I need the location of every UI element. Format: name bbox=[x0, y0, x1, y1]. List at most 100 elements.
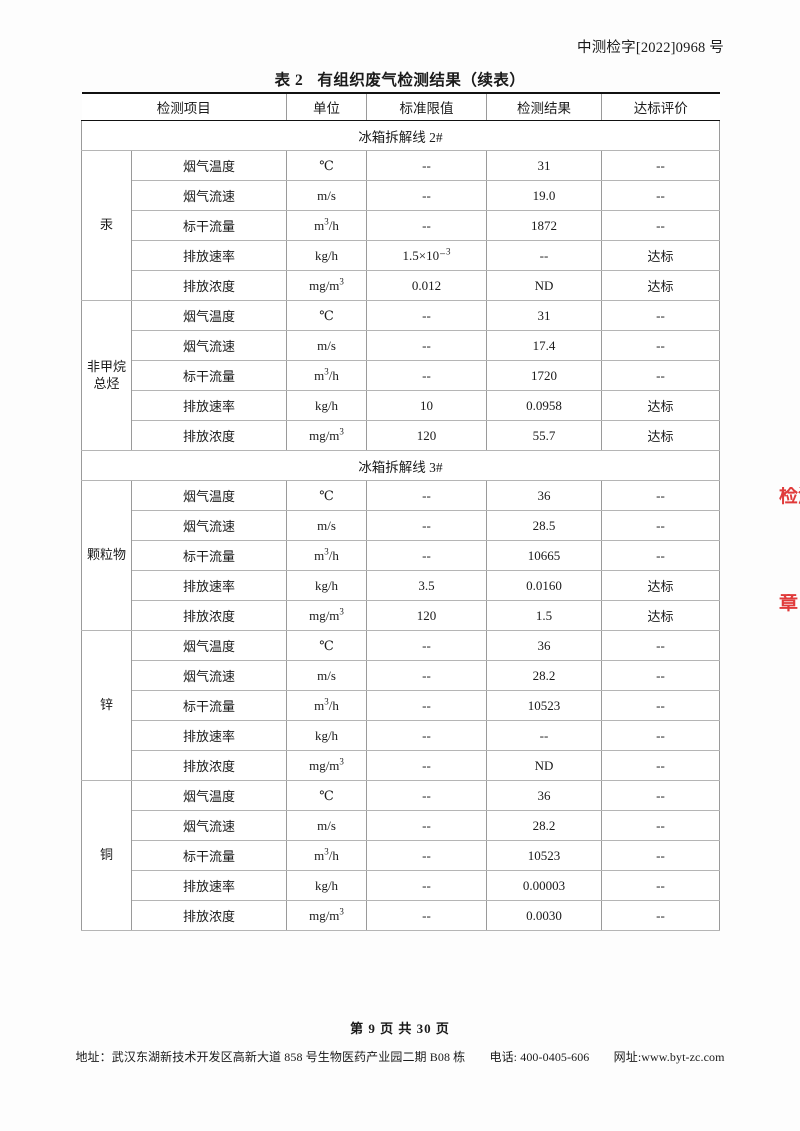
row-result: 0.00003 bbox=[486, 870, 602, 901]
row-unit: ℃ bbox=[286, 150, 367, 181]
table-row: 排放速率 kg/h 1.5×10⁻3 -- 达标 bbox=[82, 240, 720, 271]
row-result: 0.0030 bbox=[486, 900, 602, 931]
row-item: 标干流量 bbox=[131, 840, 287, 871]
row-item: 烟气温度 bbox=[131, 630, 287, 661]
row-item: 标干流量 bbox=[131, 690, 287, 721]
row-limit: 3.5 bbox=[366, 570, 487, 601]
row-eval: 达标 bbox=[601, 390, 720, 421]
row-result: 10523 bbox=[486, 690, 602, 721]
row-eval: -- bbox=[601, 210, 720, 241]
row-result: 17.4 bbox=[486, 330, 602, 361]
row-item: 烟气流速 bbox=[131, 660, 287, 691]
row-limit: -- bbox=[366, 480, 487, 511]
row-eval: -- bbox=[601, 540, 720, 571]
row-item: 标干流量 bbox=[131, 360, 287, 391]
row-unit: kg/h bbox=[286, 870, 367, 901]
row-result: -- bbox=[486, 720, 602, 751]
row-limit: -- bbox=[366, 870, 487, 901]
row-eval: 达标 bbox=[601, 420, 720, 451]
row-limit: -- bbox=[366, 330, 487, 361]
table-header-row: 检测项目 单位 标准限值 检测结果 达标评价 bbox=[81, 92, 720, 121]
row-limit: -- bbox=[366, 510, 487, 541]
row-eval: -- bbox=[601, 180, 720, 211]
row-item: 烟气流速 bbox=[131, 810, 287, 841]
row-result: 36 bbox=[486, 480, 602, 511]
row-limit: 10 bbox=[366, 390, 487, 421]
row-eval: -- bbox=[601, 480, 720, 511]
row-unit: ℃ bbox=[286, 300, 367, 331]
row-result: 0.0160 bbox=[486, 570, 602, 601]
emission-results-table: 检测项目 单位 标准限值 检测结果 达标评价 冰箱拆解线 2# 汞烟气温度 ℃ -- 3… bbox=[81, 92, 720, 931]
row-result: -- bbox=[486, 240, 602, 271]
table-row: 锌烟气温度 ℃ -- 36 -- bbox=[81, 630, 720, 781]
row-unit: kg/h bbox=[286, 390, 367, 421]
column-header-limit: 标准限值 bbox=[366, 92, 487, 121]
row-eval: -- bbox=[601, 720, 720, 751]
row-result: 10665 bbox=[486, 540, 602, 571]
table-row: 烟气流速 m/s -- 17.4 -- bbox=[82, 330, 720, 361]
row-item: 排放速率 bbox=[131, 240, 287, 271]
row-unit: kg/h bbox=[286, 570, 367, 601]
row-result: 1872 bbox=[486, 210, 602, 241]
group-name: 非甲烷总烃 bbox=[81, 300, 132, 451]
row-result: 10523 bbox=[486, 840, 602, 871]
row-eval: -- bbox=[601, 510, 720, 541]
table-row: 标干流量 m3/h -- 10523 -- bbox=[82, 690, 720, 721]
row-unit: mg/m3 bbox=[286, 600, 367, 631]
row-unit: m/s bbox=[286, 510, 367, 541]
row-limit: -- bbox=[366, 300, 487, 331]
table-row: 烟气流速 m/s -- 28.2 -- bbox=[82, 660, 720, 691]
column-header-unit: 单位 bbox=[286, 92, 367, 121]
row-unit: ℃ bbox=[286, 480, 367, 511]
table-body: 冰箱拆解线 2# 汞烟气温度 ℃ -- 31 -- 烟气流速 m/s -- 19.0 -- 标干流量 m… bbox=[81, 120, 720, 931]
row-result: 31 bbox=[486, 300, 602, 331]
row-item: 排放浓度 bbox=[131, 900, 287, 931]
row-eval: -- bbox=[601, 300, 720, 331]
table-row: 标干流量 m3/h -- 1720 -- bbox=[82, 360, 720, 391]
table-row: 标干流量 m3/h -- 10665 -- bbox=[82, 540, 720, 571]
table-row: 排放速率 kg/h 10 0.0958 达标 bbox=[82, 390, 720, 421]
row-item: 烟气温度 bbox=[131, 480, 287, 511]
row-result: 31 bbox=[486, 150, 602, 181]
table-row: 颗粒物 烟气温度 ℃ -- 36 -- bbox=[81, 480, 720, 631]
group-name: 汞 bbox=[81, 150, 132, 301]
row-limit: 120 bbox=[366, 600, 487, 631]
row-item: 标干流量 bbox=[131, 210, 287, 241]
row-item: 排放浓度 bbox=[131, 750, 287, 781]
row-unit: m/s bbox=[286, 180, 367, 211]
row-result: 36 bbox=[486, 780, 602, 811]
row-eval: -- bbox=[601, 660, 720, 691]
row-result: 1720 bbox=[486, 360, 602, 391]
section-header-row: 冰箱拆解线 3# bbox=[81, 450, 720, 481]
table-row: 标干流量 m3/h -- 10523 -- bbox=[82, 840, 720, 871]
column-header-item: 检测项目 bbox=[81, 92, 287, 121]
row-limit: -- bbox=[366, 840, 487, 871]
row-unit: ℃ bbox=[286, 780, 367, 811]
row-limit: -- bbox=[366, 630, 487, 661]
row-limit: -- bbox=[366, 150, 487, 181]
row-result: 36 bbox=[486, 630, 602, 661]
row-limit: -- bbox=[366, 750, 487, 781]
row-result: 19.0 bbox=[486, 180, 602, 211]
row-unit: mg/m3 bbox=[286, 420, 367, 451]
row-unit: m3/h bbox=[286, 210, 367, 241]
table-row: 标干流量 m3/h -- 1872 -- bbox=[82, 210, 720, 241]
row-eval: -- bbox=[601, 330, 720, 361]
table-row: 烟气流速 m/s -- 28.2 -- bbox=[82, 810, 720, 841]
table-row: 排放速率 kg/h -- 0.00003 -- bbox=[82, 870, 720, 901]
row-limit: -- bbox=[366, 900, 487, 931]
row-unit: m3/h bbox=[286, 840, 367, 871]
table-row: 排放速率 kg/h -- -- -- bbox=[82, 720, 720, 751]
row-limit: -- bbox=[366, 210, 487, 241]
row-item: 烟气流速 bbox=[131, 330, 287, 361]
row-eval: -- bbox=[601, 150, 720, 181]
row-eval: -- bbox=[601, 360, 720, 391]
row-item: 烟气温度 bbox=[131, 150, 287, 181]
row-item: 烟气温度 bbox=[131, 780, 287, 811]
row-result: 1.5 bbox=[486, 600, 602, 631]
table-row: 汞烟气温度 ℃ -- 31 -- bbox=[81, 150, 720, 301]
section-header-row: 冰箱拆解线 2# bbox=[81, 120, 720, 151]
group-name: 锌 bbox=[81, 630, 132, 781]
section-label: 冰箱拆解线 3# bbox=[81, 450, 720, 481]
